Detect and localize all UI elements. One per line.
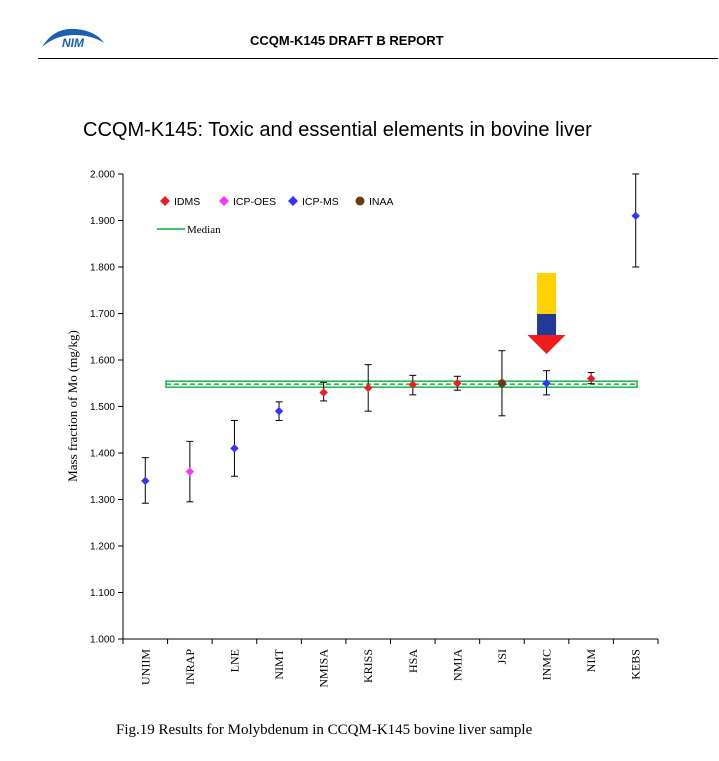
x-tick-label: INMC [540,649,554,680]
logo-text: NIM [62,36,85,50]
arrow-yellow-segment [537,273,557,314]
data-point [631,211,640,221]
data-point [319,388,328,397]
y-tick-label: 1.300 [90,495,115,506]
y-tick-label: 1.600 [90,356,115,367]
legend-label: ICP-OES [233,196,276,208]
figure-caption: Fig.19 Results for Molybdenum in CCQM-K1… [116,722,533,738]
x-tick-label: HSA [406,649,420,673]
data-point [230,444,239,453]
y-tick-label: 1.500 [90,402,115,413]
chart-title: CCQM-K145: Toxic and essential elements … [83,119,592,141]
y-axis-label: Mass fraction of Mo (mg/kg) [65,330,80,482]
data-points [141,173,640,504]
data-point [542,379,551,388]
axes: 1.000 1.100 1.200 1.300 1.400 1.500 1.600 1.700… [90,170,659,688]
x-tick-label: KRISS [361,649,375,683]
data-point [586,374,596,383]
x-tick-label: NMISA [317,649,331,688]
data-point [364,383,373,393]
highlight-arrow [527,273,566,354]
legend-label: ICP-MS [302,196,339,208]
nim-logo: NIM [42,28,104,50]
x-tick-label: UNIIM [138,649,152,685]
report-title: CCQM-K145 DRAFT B REPORT [250,33,444,48]
median-line-group [165,380,638,388]
chart: 1.000 1.100 1.200 1.300 1.400 1.500 1.600 1.700… [65,170,659,688]
x-tick-label: NIMT [272,648,286,679]
header-divider [38,58,718,59]
x-tick-label: KEBS [629,649,643,680]
logo-swoosh [42,28,104,47]
legend: IDMS ICP-OES ICP-MS INAA Median [157,196,394,236]
data-point [141,476,150,486]
data-point [453,379,462,388]
arrow-red-head [527,335,566,354]
y-tick-label: 2.000 [90,170,115,181]
y-tick-label: 1.700 [90,309,115,320]
y-tick-label: 1.800 [90,263,115,274]
data-point [274,406,284,416]
y-tick-label: 1.200 [90,542,115,553]
data-point [408,380,417,389]
legend-label: INAA [369,196,394,208]
x-tick-label: LNE [227,649,241,672]
y-tick-label: 1.900 [90,216,115,227]
arrow-blue-segment [537,314,557,335]
data-point [497,379,506,388]
data-point [185,467,195,476]
legend-marker [160,196,170,206]
y-tick-label: 1.400 [90,449,115,460]
x-tick-label: NIM [584,649,598,673]
y-tick-label: 1.000 [90,635,115,646]
legend-marker [355,196,365,206]
x-tick-label: JSI [495,649,509,664]
legend-label: IDMS [174,196,200,208]
x-tick-label: NMIA [450,649,464,681]
x-tick-label: INRAP [183,649,197,685]
legend-marker [288,196,298,206]
legend-marker [219,196,229,206]
y-tick-label: 1.100 [90,588,115,599]
legend-median-label: Median [187,224,221,236]
